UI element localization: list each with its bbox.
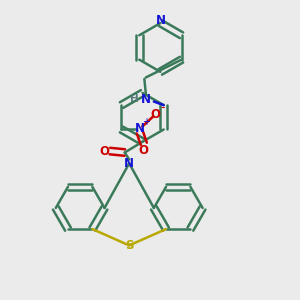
- Text: O: O: [151, 107, 160, 121]
- Text: N: N: [135, 122, 145, 134]
- Text: N: N: [124, 157, 134, 170]
- Text: H: H: [130, 94, 139, 104]
- Text: O: O: [139, 144, 149, 157]
- Text: N: N: [155, 14, 165, 27]
- Text: +: +: [142, 117, 150, 127]
- Text: N: N: [141, 93, 151, 106]
- Text: S: S: [125, 239, 134, 252]
- Text: -: -: [160, 101, 164, 114]
- Text: O: O: [99, 145, 109, 158]
